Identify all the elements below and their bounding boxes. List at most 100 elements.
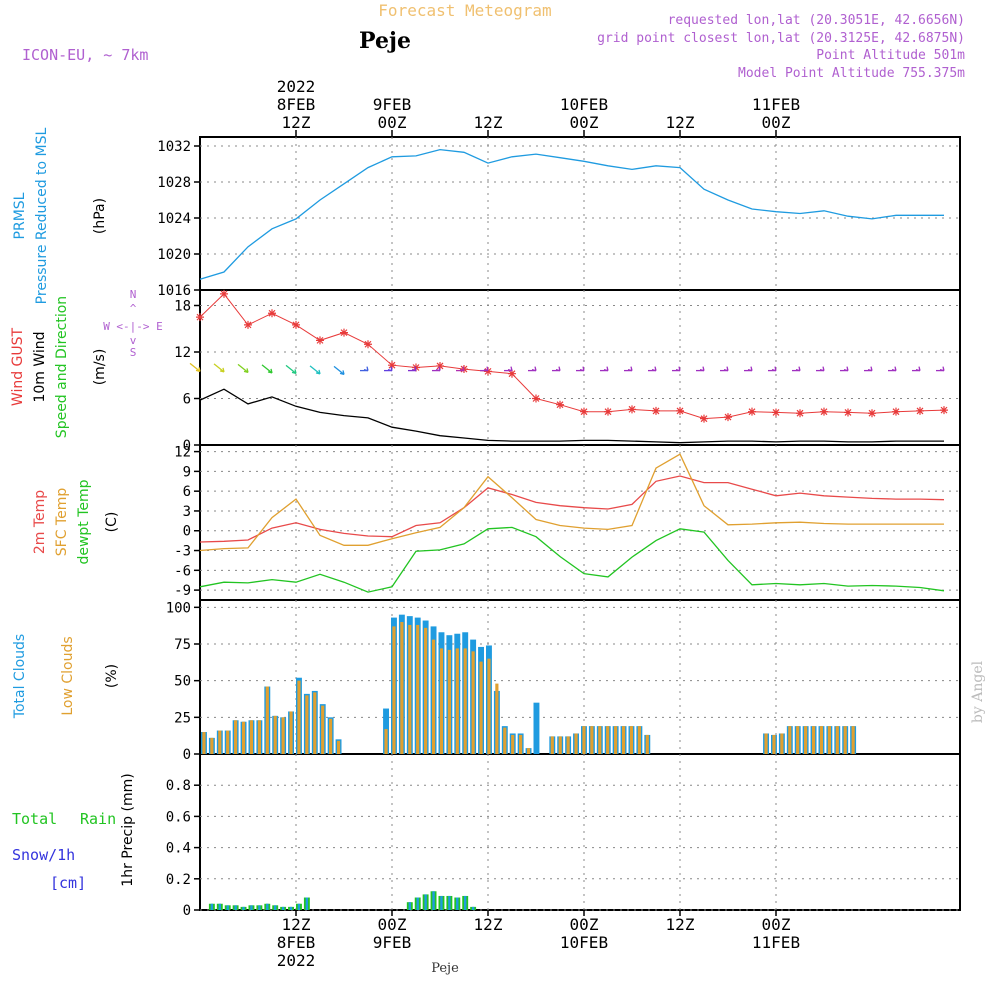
ytick-label: 1032 [157,139,191,155]
ytick-label: 0.2 [166,872,191,888]
rain-bar [456,897,459,910]
gust-marker [916,406,924,415]
low-cloud-bar [606,726,610,754]
low-cloud-bar [234,720,238,754]
ytick-label: 12 [174,445,191,461]
wind-dir-head [363,366,369,372]
gust-marker [388,361,396,370]
panel-1: 0 6 12 18 [174,289,961,454]
rain-bar [266,903,269,910]
rain-bar [281,906,285,910]
wind-dir-head [435,366,441,372]
gust-marker [412,363,420,372]
ytick-label: -3 [174,544,191,560]
top-time-label: 00Z [570,113,599,132]
top-time-label: 12Z [282,113,311,132]
low-cloud-bar [519,734,523,754]
wind-dir-head [675,366,681,372]
bottom-time-label: 00Z [570,915,599,934]
gust-marker [292,320,300,329]
gust-marker [556,400,564,409]
low-cloud-bar [218,730,222,754]
precip-label: 1hr Precip (mm) [120,773,136,886]
gust-marker [268,309,276,318]
low-cloud-bar [439,648,444,754]
dew-line [199,526,945,593]
pressure-line [199,148,944,280]
low-cloud-bar [210,737,214,754]
low-cloud-bar [487,658,491,754]
wind-dir-head [939,366,945,372]
gust-marker [868,409,876,418]
ytick-label: 25 [174,710,191,726]
low-cloud-bar [526,748,531,754]
t2m-label: 2m Temp [32,490,48,554]
compass-we: W <-|-> E [103,320,163,333]
top-time-label: 00Z [378,113,407,132]
model-label: ICON-EU, ~ 7km [22,46,148,64]
ytick-label: 0 [183,524,191,540]
credit-watermark: by Angel [970,660,986,723]
low-cloud-bar [321,705,325,754]
low-cloud-bar [819,726,824,754]
low-cloud-bar [550,736,554,754]
top-time-label: 11FEB [752,95,800,114]
gust-marker [340,328,348,337]
wind-dir-head [771,366,777,372]
low-cloud-bar [408,624,412,754]
wind-dir-head [723,366,729,372]
wind-label: 10m Wind [32,331,48,402]
low-cloud-bar [265,686,269,754]
wind-dir-head [243,368,249,374]
rain-bar [471,906,475,910]
gust-marker [508,369,516,378]
rain-bar [464,895,467,910]
rain-bar [242,906,245,910]
wind-dir-head [483,366,489,372]
low-cloud-bar [447,649,451,754]
rain-bar [210,903,214,910]
rain-bar [250,905,253,910]
point-altitude: Point Altitude 501m [816,48,965,63]
bottom-time-label: 11FEB [752,933,800,952]
wind-dir-head [627,366,633,372]
gust-line [199,293,945,420]
gust-marker [892,407,900,416]
low-cloud-bar [281,717,285,754]
gust-marker [604,407,612,416]
low-cloud-bar [400,622,404,754]
top-time-label: 2022 [277,77,316,96]
wind-dir-head [555,366,561,372]
gust-marker [628,405,636,414]
low-cloud-bar [772,734,776,754]
wind-dir-head [459,366,465,372]
low-clouds-label: Low Clouds [60,636,76,715]
wind-dir-head [891,366,897,372]
wind-dir-head [603,366,609,372]
low-cloud-bar [289,711,293,754]
wind-dir-head [651,366,657,372]
gust-label: Wind GUST [10,327,26,406]
bottom-time-label: 00Z [762,915,791,934]
ytick-label: 0 [183,903,191,919]
ytick-label: 0.4 [166,841,191,857]
ytick-label: 0.6 [166,809,191,825]
wind-unit: (m/s) [92,349,108,386]
gust-marker [772,408,780,417]
low-cloud-bar [424,627,428,754]
low-cloud-bar [336,740,341,754]
low-cloud-bar [226,730,230,754]
rain-bar [448,895,451,910]
wind-dir-arrow [261,364,273,374]
low-cloud-bar [582,726,586,754]
ytick-label: 75 [174,637,191,653]
rain-bar [218,903,221,910]
ytick-label: 1024 [157,211,191,227]
wind-dir-head [795,366,801,372]
low-cloud-bar [851,726,855,754]
low-cloud-bar [297,680,301,754]
gust-marker [532,394,540,403]
low-cloud-bar [479,661,483,754]
